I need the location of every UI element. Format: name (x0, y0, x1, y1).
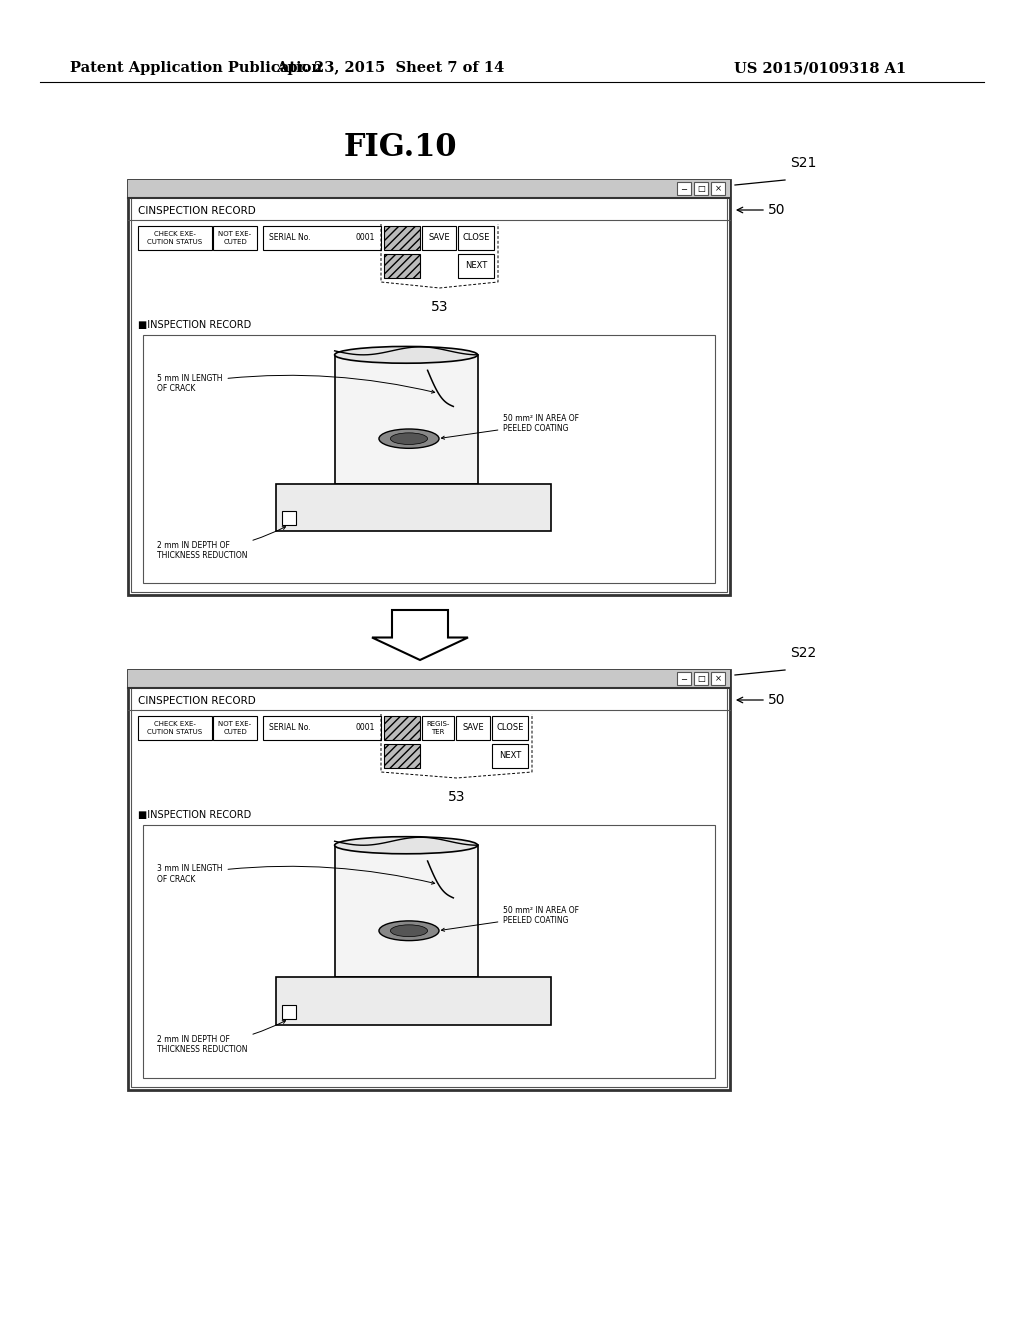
FancyBboxPatch shape (213, 226, 257, 249)
FancyBboxPatch shape (263, 715, 381, 741)
FancyBboxPatch shape (143, 825, 715, 1078)
FancyBboxPatch shape (384, 715, 420, 741)
FancyBboxPatch shape (384, 226, 420, 249)
FancyBboxPatch shape (422, 226, 456, 249)
Text: SERIAL No.: SERIAL No. (269, 723, 310, 733)
Text: ─: ─ (682, 675, 686, 682)
Text: CHECK EXE-
CUTION STATUS: CHECK EXE- CUTION STATUS (147, 231, 203, 244)
Text: 53: 53 (431, 300, 449, 314)
FancyBboxPatch shape (492, 715, 528, 741)
Text: 5 mm IN LENGTH
OF CRACK: 5 mm IN LENGTH OF CRACK (157, 374, 434, 393)
FancyBboxPatch shape (276, 484, 551, 531)
Text: NOT EXE-
CUTED: NOT EXE- CUTED (218, 722, 252, 734)
Text: 50 mm² IN AREA OF
PEELED COATING: 50 mm² IN AREA OF PEELED COATING (441, 906, 580, 932)
Text: CINSPECTION RECORD: CINSPECTION RECORD (138, 206, 256, 216)
FancyBboxPatch shape (276, 977, 551, 1024)
Text: 3 mm IN LENGTH
OF CRACK: 3 mm IN LENGTH OF CRACK (157, 865, 434, 884)
FancyBboxPatch shape (492, 744, 528, 768)
Text: □: □ (697, 675, 705, 682)
Ellipse shape (335, 837, 477, 854)
Text: CLOSE: CLOSE (497, 723, 523, 733)
FancyBboxPatch shape (711, 182, 725, 195)
FancyBboxPatch shape (213, 715, 257, 741)
Text: ■INSPECTION RECORD: ■INSPECTION RECORD (138, 319, 251, 330)
FancyBboxPatch shape (131, 673, 727, 1086)
Ellipse shape (390, 433, 428, 445)
FancyBboxPatch shape (422, 715, 454, 741)
FancyBboxPatch shape (384, 253, 420, 279)
FancyBboxPatch shape (458, 226, 494, 249)
FancyBboxPatch shape (677, 672, 691, 685)
Text: NEXT: NEXT (499, 751, 521, 760)
FancyBboxPatch shape (694, 182, 708, 195)
FancyBboxPatch shape (143, 335, 715, 583)
FancyBboxPatch shape (711, 672, 725, 685)
Text: 53: 53 (447, 789, 465, 804)
Text: ×: × (715, 183, 722, 193)
Text: US 2015/0109318 A1: US 2015/0109318 A1 (734, 61, 906, 75)
Text: 0001: 0001 (355, 234, 375, 243)
Ellipse shape (335, 346, 477, 363)
FancyBboxPatch shape (138, 715, 212, 741)
FancyBboxPatch shape (456, 715, 490, 741)
Ellipse shape (379, 429, 439, 449)
FancyBboxPatch shape (335, 355, 477, 484)
FancyBboxPatch shape (677, 182, 691, 195)
Text: SERIAL No.: SERIAL No. (269, 234, 310, 243)
Text: 50: 50 (768, 693, 785, 708)
Text: ■INSPECTION RECORD: ■INSPECTION RECORD (138, 810, 251, 820)
Text: ×: × (715, 675, 722, 682)
Text: CINSPECTION RECORD: CINSPECTION RECORD (138, 696, 256, 706)
Text: NOT EXE-
CUTED: NOT EXE- CUTED (218, 231, 252, 244)
Text: 50 mm² IN AREA OF
PEELED COATING: 50 mm² IN AREA OF PEELED COATING (441, 414, 580, 440)
FancyBboxPatch shape (282, 511, 296, 525)
Text: S21: S21 (790, 156, 816, 170)
Text: REGIS-
TER: REGIS- TER (426, 722, 450, 734)
FancyBboxPatch shape (131, 183, 727, 591)
FancyBboxPatch shape (694, 672, 708, 685)
Text: ─: ─ (682, 183, 686, 193)
FancyBboxPatch shape (335, 845, 477, 977)
FancyBboxPatch shape (263, 226, 381, 249)
Polygon shape (372, 610, 468, 660)
FancyBboxPatch shape (458, 253, 494, 279)
Text: □: □ (697, 183, 705, 193)
Text: 2 mm IN DEPTH OF
THICKNESS REDUCTION: 2 mm IN DEPTH OF THICKNESS REDUCTION (157, 527, 286, 560)
Text: 2 mm IN DEPTH OF
THICKNESS REDUCTION: 2 mm IN DEPTH OF THICKNESS REDUCTION (157, 1020, 286, 1055)
FancyBboxPatch shape (282, 1005, 296, 1019)
Text: SAVE: SAVE (428, 234, 450, 243)
FancyBboxPatch shape (128, 671, 730, 688)
FancyBboxPatch shape (128, 671, 730, 1090)
FancyBboxPatch shape (138, 226, 212, 249)
Text: 0001: 0001 (355, 723, 375, 733)
FancyBboxPatch shape (128, 180, 730, 198)
Ellipse shape (379, 921, 439, 941)
FancyBboxPatch shape (384, 744, 420, 768)
Text: S22: S22 (790, 645, 816, 660)
FancyBboxPatch shape (128, 180, 730, 595)
Text: CLOSE: CLOSE (462, 234, 489, 243)
Text: CHECK EXE-
CUTION STATUS: CHECK EXE- CUTION STATUS (147, 722, 203, 734)
Text: NEXT: NEXT (465, 261, 487, 271)
Text: Apr. 23, 2015  Sheet 7 of 14: Apr. 23, 2015 Sheet 7 of 14 (275, 61, 504, 75)
Ellipse shape (390, 925, 428, 937)
Text: SAVE: SAVE (462, 723, 483, 733)
Text: FIG.10: FIG.10 (343, 132, 457, 164)
Text: Patent Application Publication: Patent Application Publication (70, 61, 322, 75)
Text: 50: 50 (768, 203, 785, 216)
